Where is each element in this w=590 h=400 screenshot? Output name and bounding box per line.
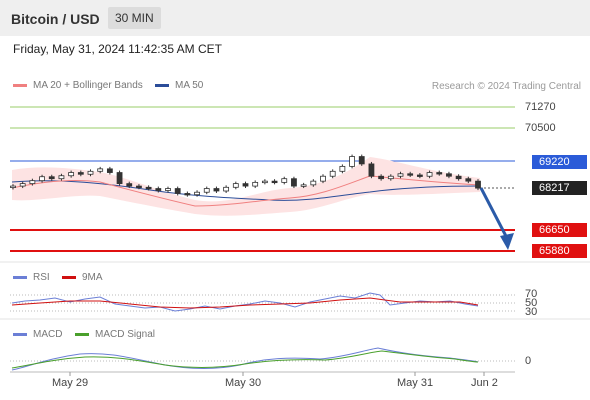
legend-ma20: MA 20 + Bollinger Bands — [13, 80, 143, 91]
candle-body — [300, 184, 307, 187]
legend-ma20-label: MA 20 + Bollinger Bands — [33, 80, 143, 91]
projection-arrow-head — [500, 233, 514, 250]
candle-body — [58, 175, 65, 180]
candle-body — [281, 178, 288, 183]
candle-body — [48, 176, 55, 180]
candle-body — [10, 185, 16, 188]
candle-body — [455, 175, 462, 180]
rsi-ma-line — [11, 297, 479, 309]
candle-body — [387, 175, 394, 180]
macd-swatch — [13, 333, 27, 336]
legend-rsi-label: RSI — [33, 272, 50, 283]
candle-body — [116, 172, 123, 185]
bollinger-band — [12, 157, 480, 216]
candle-body — [271, 180, 278, 184]
legend-macd-signal: MACD Signal — [75, 329, 155, 340]
macd-line — [11, 347, 479, 371]
candle-body — [291, 178, 297, 187]
candle-body — [126, 183, 133, 187]
macd-signal-line — [11, 350, 479, 369]
candle-body — [194, 191, 200, 196]
candle-body — [358, 156, 365, 165]
rsi-swatch — [13, 276, 27, 279]
research-credit: Research © 2024 Trading Central — [431, 81, 581, 92]
legend-rsi-ma-label: 9MA — [82, 272, 103, 283]
rsi-50-label: 50 — [525, 297, 538, 309]
candle-body — [426, 172, 433, 177]
candlestick-series — [10, 154, 481, 197]
candle-body — [261, 180, 268, 184]
candle-body — [213, 188, 220, 192]
candle-body — [145, 186, 152, 190]
candle-body — [106, 168, 113, 173]
ma20-swatch — [13, 84, 27, 87]
level-pivot-tag: 69220 — [532, 155, 587, 169]
candle-body — [242, 183, 249, 187]
legend-rsi: RSI — [13, 272, 50, 283]
legend-macd-signal-label: MACD Signal — [95, 329, 156, 340]
candle-body — [97, 168, 104, 172]
projection-arrow-line — [479, 187, 510, 241]
rsi-70-label: 70 — [525, 288, 538, 300]
candle-body — [329, 170, 336, 177]
candle-body — [320, 175, 326, 182]
candle-body — [378, 175, 385, 180]
candle-body — [184, 193, 191, 196]
candle-body — [136, 185, 142, 188]
legend-ma50-label: MA 50 — [175, 80, 204, 91]
candle-body — [407, 173, 414, 176]
ma50-swatch — [155, 84, 169, 87]
candle-body — [165, 188, 171, 191]
level-s1-tag: 66650 — [532, 223, 587, 237]
timestamp: Friday, May 31, 2024 11:42:35 AM CET — [13, 42, 222, 56]
level-r2-label: 71270 — [525, 101, 556, 113]
candle-body — [155, 188, 162, 191]
candle-body — [475, 180, 481, 189]
legend-rsi-ma: 9MA — [62, 272, 103, 283]
candle-body — [77, 172, 84, 175]
candle-body — [29, 180, 36, 185]
candle-body — [436, 172, 443, 175]
x-label-may29: May 29 — [52, 377, 89, 389]
candle-body — [252, 181, 259, 187]
current-price-tag: 68217 — [532, 181, 587, 195]
candle-body — [349, 156, 355, 167]
level-r1-label: 70500 — [525, 122, 556, 134]
rsi-line — [11, 292, 479, 312]
candle-body — [19, 183, 26, 187]
candle-body — [87, 170, 94, 175]
candle-body — [39, 176, 45, 182]
candle-body — [174, 188, 181, 194]
instrument-title: Bitcoin / USD — [11, 11, 100, 27]
candle-body — [310, 180, 317, 186]
legend-macd: MACD — [13, 329, 62, 340]
candle-body — [416, 174, 423, 177]
candle-body — [68, 172, 75, 177]
macd-signal-swatch — [75, 333, 89, 336]
candle-body — [232, 183, 239, 188]
candle-body — [446, 173, 452, 177]
candle-body — [203, 188, 210, 193]
legend-macd-label: MACD — [33, 329, 63, 340]
candle-body — [223, 186, 230, 192]
x-label-may31: May 31 — [397, 377, 434, 389]
candle-body — [339, 165, 346, 172]
rsi-30-label: 30 — [525, 306, 538, 318]
candle-body — [397, 173, 404, 177]
level-s2-tag: 65880 — [532, 244, 587, 258]
candle-body — [465, 178, 472, 182]
timeframe-badge[interactable]: 30 MIN — [108, 7, 161, 29]
chart-header: Bitcoin / USD 30 MIN — [0, 0, 590, 36]
candle-body — [368, 163, 375, 177]
legend-ma50: MA 50 — [155, 80, 203, 91]
macd-zero-label: 0 — [525, 355, 532, 367]
x-label-jun2: Jun 2 — [471, 377, 498, 389]
rsi-ma-swatch — [62, 276, 76, 279]
x-label-may30: May 30 — [225, 377, 262, 389]
